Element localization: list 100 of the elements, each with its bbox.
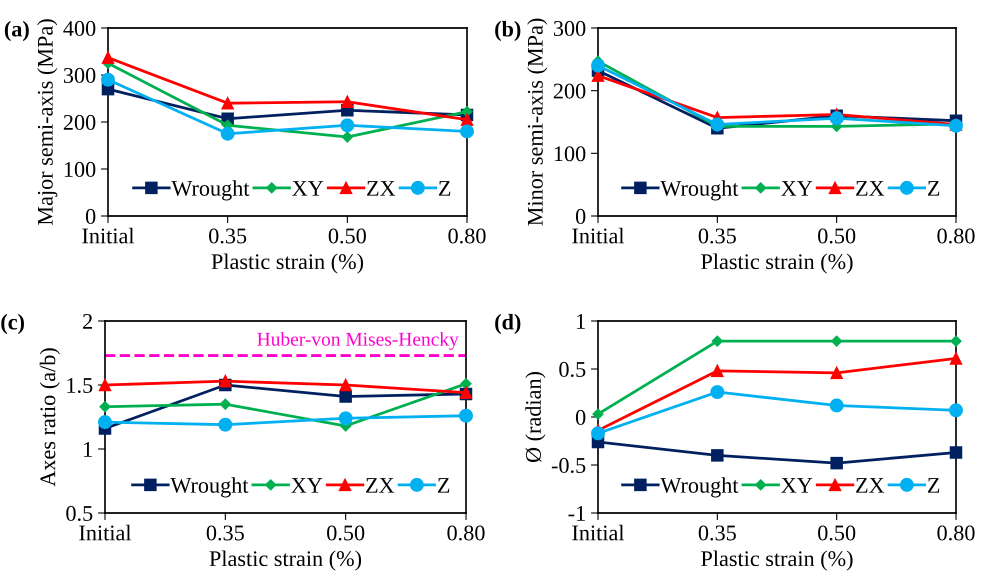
legend-label: XY (292, 181, 324, 196)
x-tick-label: Initial (572, 228, 624, 244)
point (830, 398, 844, 412)
y-tick-label: 1.5 (67, 378, 92, 394)
legend-label: Wrought (171, 180, 250, 200)
point (341, 96, 354, 108)
point (460, 378, 472, 390)
x-tick-label: 0.80 (447, 525, 485, 541)
y-tick-label: 200 (554, 84, 586, 99)
point (950, 336, 962, 347)
point (98, 378, 112, 392)
y-tick-label: -0.5 (552, 458, 586, 474)
point (710, 118, 724, 132)
y-axis-title: Ø (radian) (525, 372, 546, 462)
point (950, 352, 962, 365)
point (830, 366, 843, 380)
point (101, 72, 115, 87)
x-tick-label: 0.80 (448, 228, 486, 244)
legend-label: Z (928, 181, 940, 196)
y-tick-label: 100 (554, 146, 586, 162)
point (98, 415, 112, 430)
point (712, 336, 723, 347)
point (711, 364, 724, 378)
y-tick-label: 0 (86, 208, 96, 224)
y-tick-label: 300 (64, 68, 96, 83)
y-axis-title: Axes ratio (a/b) (40, 348, 60, 487)
y-axis-title: Major semi-axis (MPa) (37, 19, 58, 226)
point (950, 446, 962, 459)
y-tick-label: 2 (83, 314, 92, 329)
chart-title: (b) (495, 20, 520, 42)
x-tick-label: 0.80 (937, 525, 975, 541)
legend-label: ZX (856, 478, 884, 493)
point (102, 51, 114, 64)
point (221, 96, 234, 110)
x-tick-label: Initial (79, 524, 132, 540)
legend-label: ZX (366, 478, 394, 493)
y-tick-label: 0.5 (66, 506, 92, 522)
x-axis-title: Plastic strain (%) (701, 254, 853, 274)
point (339, 378, 352, 392)
x-tick-label: 0.50 (818, 525, 856, 541)
point (459, 408, 473, 423)
point (830, 456, 843, 470)
x-axis-title: Plastic strain (%) (212, 254, 364, 274)
x-tick-label: 0.35 (698, 228, 736, 244)
y-tick-label: 400 (63, 20, 96, 36)
point (830, 111, 844, 126)
legend-label: Wrought (660, 180, 738, 200)
x-tick-label: 0.50 (818, 228, 856, 244)
y-tick-label: 200 (64, 114, 96, 130)
point (591, 58, 605, 73)
legend-label: ZX (856, 181, 884, 196)
y-tick-label: 1 (577, 314, 585, 329)
legend-label: XY (781, 181, 812, 196)
y-tick-label: 100 (64, 162, 96, 177)
legend-label: Wrought (170, 477, 248, 498)
chart-title: (d) (495, 314, 520, 334)
point (831, 336, 842, 347)
x-tick-label: 0.35 (698, 525, 736, 541)
legend-label: ZX (367, 181, 396, 196)
x-axis-title: Plastic strain (%) (210, 550, 362, 571)
y-tick-label: 300 (554, 20, 586, 36)
point (710, 385, 724, 399)
legend-label: Wrought (660, 477, 738, 498)
x-tick-label: 0.80 (937, 228, 975, 244)
chart-title: (a) (4, 20, 29, 42)
point (591, 426, 605, 440)
x-tick-label: Initial (572, 524, 624, 540)
legend-label: XY (781, 478, 812, 493)
x-tick-label: 0.50 (327, 525, 364, 541)
y-tick-label: 0 (576, 208, 586, 224)
y-tick-label: -1 (568, 506, 585, 521)
y-tick-label: 0.5 (559, 362, 586, 378)
point (460, 124, 474, 138)
point (219, 374, 232, 388)
x-tick-label: 0.35 (209, 228, 246, 244)
y-tick-label: 1 (84, 442, 92, 457)
x-tick-label: 0.50 (328, 228, 366, 244)
legend-label: Z (438, 478, 450, 493)
point (218, 418, 232, 432)
x-axis-title: Plastic strain (%) (701, 550, 853, 571)
point (592, 408, 604, 420)
ref-line-label: Huber-von Mises-Hencky (257, 332, 459, 350)
point (460, 113, 474, 126)
chart-title: (c) (1, 314, 24, 334)
point (711, 449, 724, 462)
y-tick-label: 0 (576, 410, 586, 425)
legend-label: Z (928, 478, 940, 493)
point (220, 126, 235, 141)
x-tick-label: Initial (82, 228, 134, 244)
legend-label: Z (438, 181, 450, 196)
legend-label: XY (291, 478, 322, 493)
y-axis-title: Minor semi-axis (MPa) (527, 18, 548, 226)
point (340, 118, 354, 132)
point (338, 411, 353, 426)
point (342, 131, 353, 143)
point (220, 398, 231, 410)
point (339, 390, 352, 403)
point (99, 401, 111, 412)
x-tick-label: 0.35 (206, 525, 244, 541)
point (949, 403, 963, 418)
